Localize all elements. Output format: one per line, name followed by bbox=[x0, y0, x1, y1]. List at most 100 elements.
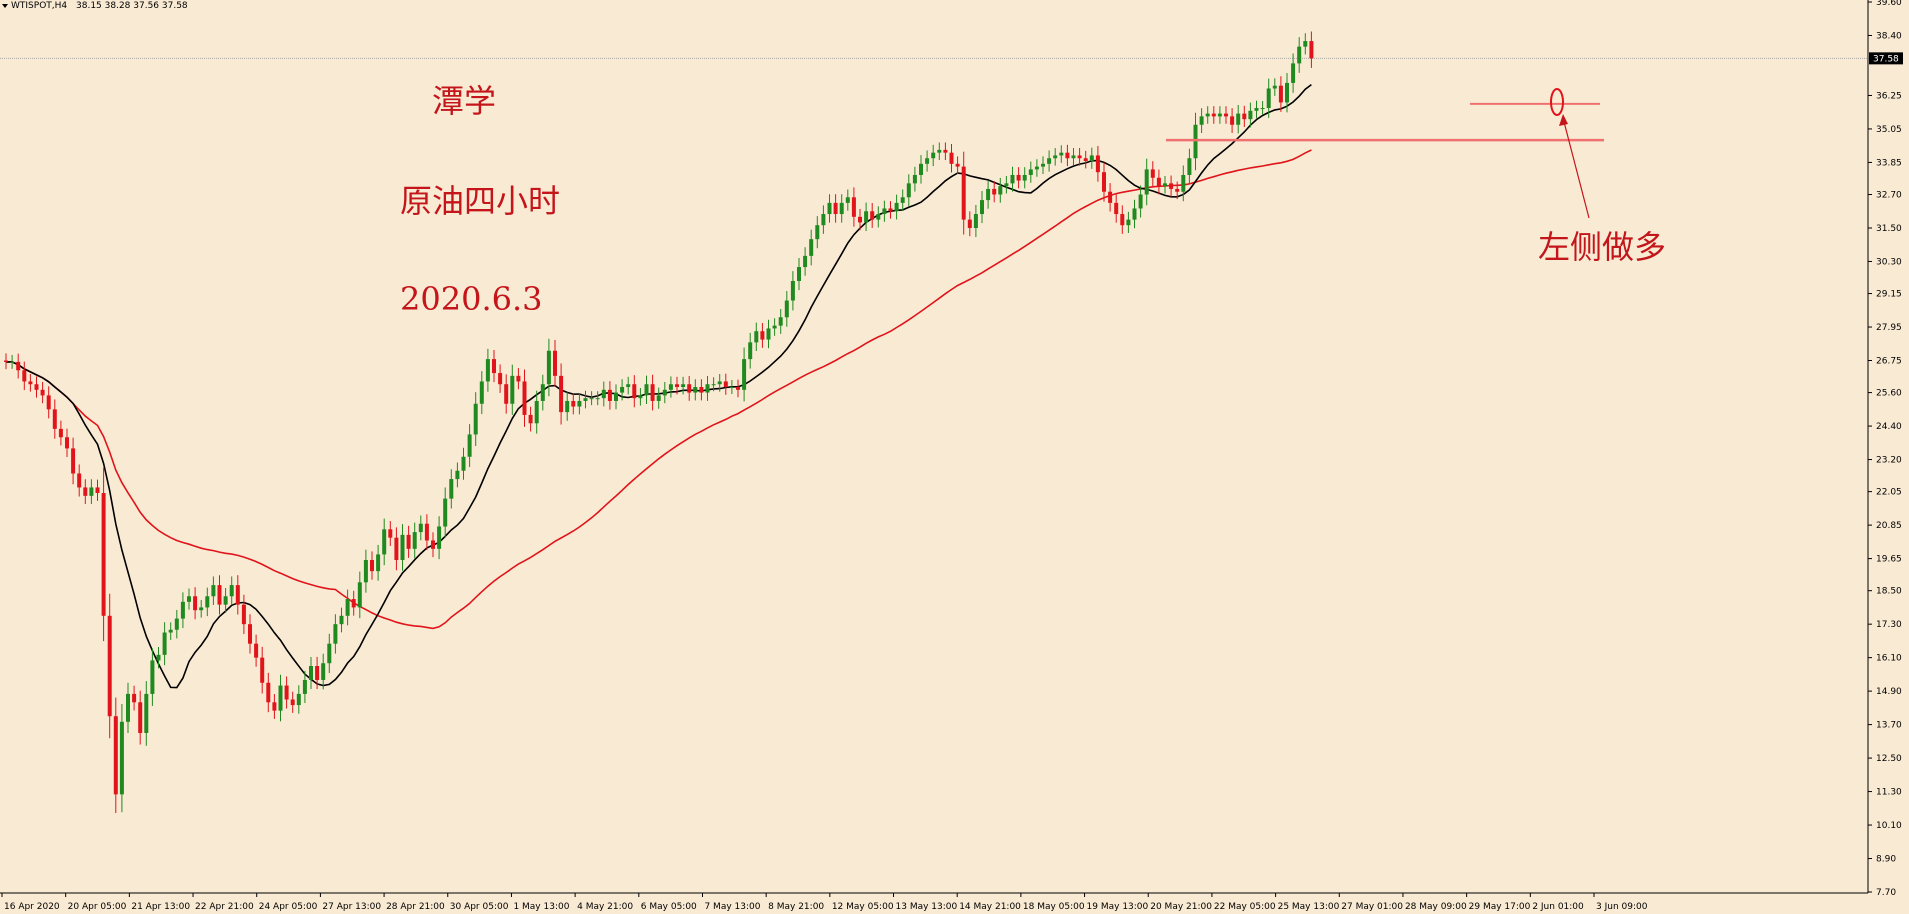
candle-body bbox=[571, 400, 576, 407]
candle-body bbox=[522, 381, 527, 415]
candle-body bbox=[309, 666, 313, 680]
candle-body bbox=[925, 158, 930, 164]
candle-body bbox=[595, 398, 600, 400]
candle-body bbox=[156, 654, 161, 661]
candle-body bbox=[10, 361, 15, 363]
y-tick-label: 38.40 bbox=[1876, 31, 1902, 41]
candle-body bbox=[815, 225, 820, 240]
x-tick-label: 14 May 21:00 bbox=[959, 902, 1021, 912]
current-price-label: 37.58 bbox=[1873, 54, 1899, 64]
candle-body bbox=[772, 325, 777, 329]
x-tick-label: 12 May 05:00 bbox=[832, 902, 894, 912]
candle-body bbox=[851, 197, 856, 217]
candle-body bbox=[803, 255, 808, 268]
candle-body bbox=[16, 361, 21, 371]
x-tick-label: 22 May 05:00 bbox=[1214, 902, 1276, 912]
candle-body bbox=[790, 280, 795, 301]
candle-body bbox=[1260, 108, 1265, 110]
candle-body bbox=[467, 434, 472, 457]
y-tick-label: 11.30 bbox=[1876, 788, 1902, 798]
candle-body bbox=[52, 409, 57, 429]
candle-body bbox=[485, 359, 490, 382]
candle-body bbox=[83, 487, 88, 496]
candle-body bbox=[473, 403, 478, 435]
candle-body bbox=[858, 216, 862, 223]
candle-body bbox=[864, 211, 869, 223]
candle-body bbox=[626, 384, 631, 388]
candle-body bbox=[205, 596, 210, 608]
candle-body bbox=[345, 599, 350, 616]
candle-body bbox=[736, 387, 740, 390]
candle-body bbox=[583, 398, 588, 401]
candle-body bbox=[888, 208, 893, 212]
candle-body bbox=[406, 534, 411, 549]
candle-body bbox=[540, 384, 545, 401]
candle-body bbox=[699, 387, 704, 393]
candle-body bbox=[211, 585, 216, 597]
candle-body bbox=[101, 493, 106, 616]
candle-body bbox=[71, 448, 76, 474]
candle-body bbox=[839, 202, 844, 215]
candle-body bbox=[370, 559, 374, 572]
candle-body bbox=[601, 389, 606, 399]
menu-arrow-icon[interactable] bbox=[2, 4, 8, 8]
candle-body bbox=[632, 384, 637, 399]
candle-body bbox=[1175, 188, 1180, 192]
candle-body bbox=[302, 679, 307, 694]
candle-body bbox=[1114, 202, 1119, 215]
candle-body bbox=[1034, 166, 1039, 170]
x-tick-label: 21 Apr 13:00 bbox=[131, 902, 190, 912]
x-tick-label: 7 May 13:00 bbox=[704, 902, 760, 912]
candle-body bbox=[589, 398, 594, 400]
candle-body bbox=[357, 582, 362, 608]
current-price-label-bg bbox=[1869, 52, 1903, 65]
candle-body bbox=[1217, 113, 1222, 117]
x-tick-label: 28 May 09:00 bbox=[1405, 902, 1467, 912]
candle-body bbox=[1285, 82, 1289, 103]
candle-body bbox=[681, 384, 686, 388]
candle-body bbox=[900, 197, 905, 203]
y-tick-label: 29.15 bbox=[1876, 290, 1902, 300]
candle-body bbox=[534, 400, 539, 424]
candle-body bbox=[1224, 113, 1228, 117]
candle-body bbox=[351, 599, 356, 608]
y-tick-label: 23.20 bbox=[1876, 456, 1902, 466]
candle-body bbox=[138, 702, 143, 733]
candle-body bbox=[254, 643, 259, 658]
candle-body bbox=[729, 387, 734, 389]
candle-body bbox=[278, 685, 283, 711]
candle-body bbox=[217, 585, 222, 605]
candle-body bbox=[1144, 169, 1149, 195]
y-tick-label: 18.50 bbox=[1876, 587, 1902, 597]
candle-body bbox=[449, 479, 454, 499]
candle-body bbox=[998, 186, 1003, 195]
candle-body bbox=[967, 219, 972, 228]
candle-body bbox=[1138, 194, 1143, 209]
candle-body bbox=[1089, 155, 1094, 162]
candle-body bbox=[248, 624, 252, 644]
y-tick-label: 17.30 bbox=[1876, 620, 1902, 630]
candle-body bbox=[339, 615, 344, 625]
x-tick-label: 25 May 13:00 bbox=[1278, 902, 1340, 912]
candle-body bbox=[980, 200, 984, 215]
candle-body bbox=[1041, 163, 1045, 167]
candle-body bbox=[107, 615, 112, 717]
y-tick-label: 31.50 bbox=[1876, 224, 1902, 234]
candle-body bbox=[388, 529, 393, 538]
x-tick-label: 1 May 13:00 bbox=[513, 902, 569, 912]
candle-body bbox=[1193, 124, 1198, 159]
candle-body bbox=[235, 585, 240, 605]
candle-body bbox=[327, 643, 332, 664]
x-tick-label: 16 Apr 2020 bbox=[4, 902, 60, 912]
candle-body bbox=[1120, 214, 1125, 226]
candle-body bbox=[1291, 63, 1296, 83]
candle-body bbox=[382, 529, 387, 555]
candle-body bbox=[559, 375, 564, 413]
candle-body bbox=[919, 163, 923, 175]
candle-body bbox=[34, 384, 39, 390]
candle-body bbox=[363, 559, 368, 583]
candle-body bbox=[1211, 113, 1216, 117]
candle-body bbox=[65, 437, 69, 449]
candle-body bbox=[1181, 174, 1186, 192]
